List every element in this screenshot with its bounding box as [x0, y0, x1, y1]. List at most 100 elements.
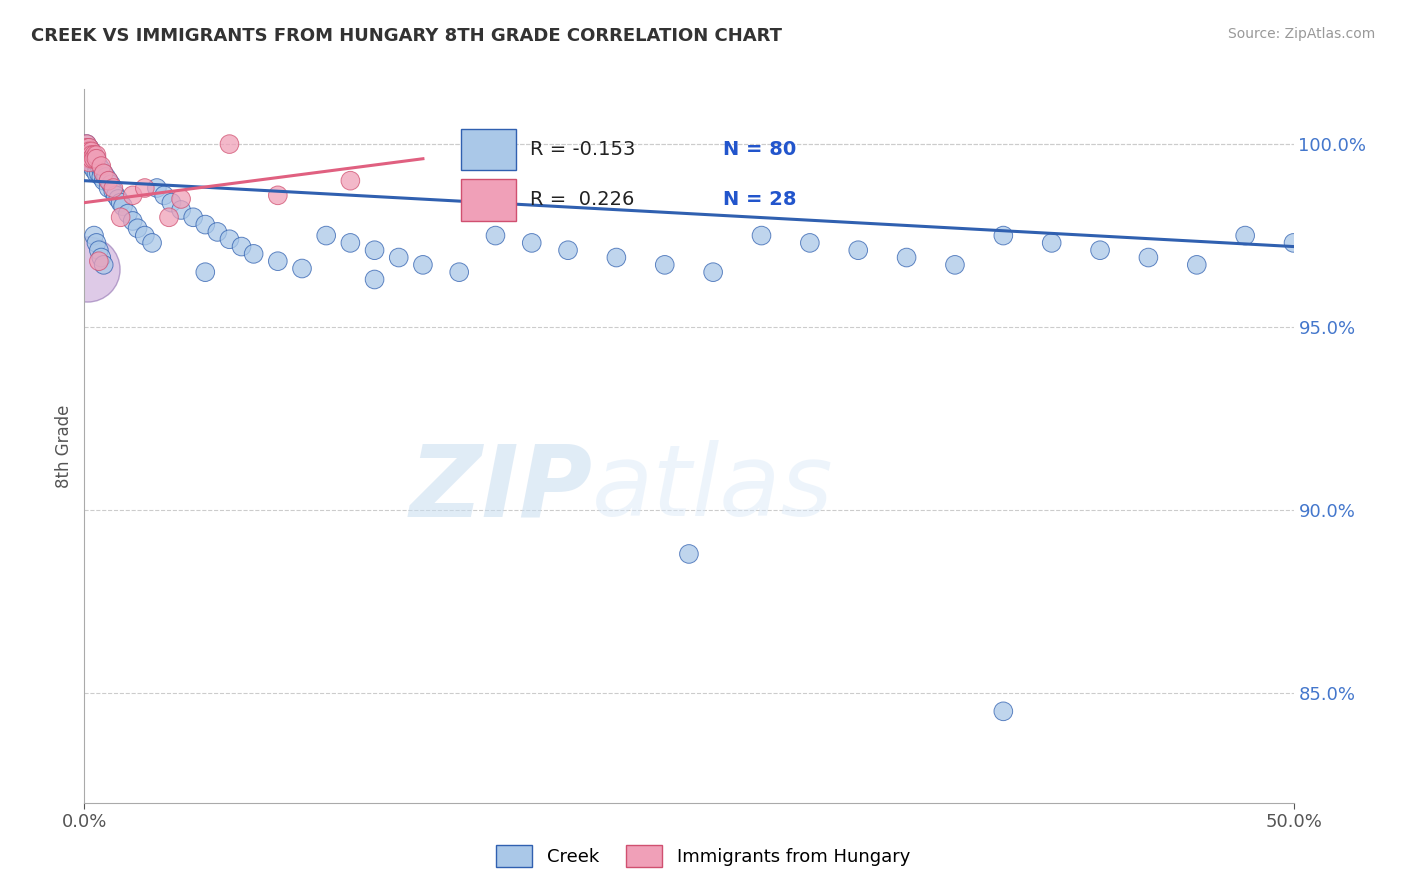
- Point: [363, 272, 385, 286]
- Point: [77, 141, 100, 155]
- Point: [77, 152, 100, 166]
- Point: [80, 145, 103, 159]
- Point: [76, 141, 98, 155]
- Point: [77, 145, 100, 159]
- Point: [93, 166, 115, 180]
- Point: [134, 228, 156, 243]
- Point: [83, 228, 105, 243]
- Point: [86, 159, 108, 173]
- Point: [77, 141, 100, 155]
- Point: [103, 181, 125, 195]
- Point: [1185, 258, 1208, 272]
- Point: [194, 218, 217, 232]
- Point: [76, 145, 98, 159]
- Point: [157, 211, 180, 225]
- Point: [846, 244, 869, 258]
- Point: [86, 152, 108, 166]
- Y-axis label: 8th Grade: 8th Grade: [55, 404, 73, 488]
- Point: [291, 261, 314, 276]
- Point: [107, 192, 129, 206]
- Point: [80, 148, 103, 162]
- Point: [339, 174, 361, 188]
- Point: [87, 166, 110, 180]
- Point: [77, 155, 100, 169]
- Point: [388, 251, 411, 265]
- Point: [103, 185, 125, 199]
- Text: Source: ZipAtlas.com: Source: ZipAtlas.com: [1227, 27, 1375, 41]
- Point: [1282, 235, 1305, 250]
- Point: [76, 137, 98, 152]
- Point: [194, 265, 217, 279]
- Point: [242, 247, 264, 261]
- Text: atlas: atlas: [592, 441, 834, 537]
- Point: [76, 145, 98, 159]
- Point: [117, 206, 139, 220]
- Point: [90, 251, 112, 265]
- Point: [121, 188, 143, 202]
- Legend: Creek, Immigrants from Hungary: Creek, Immigrants from Hungary: [489, 838, 917, 874]
- Point: [363, 244, 385, 258]
- Point: [1040, 235, 1063, 250]
- Point: [93, 174, 115, 188]
- Point: [799, 235, 821, 250]
- Point: [83, 162, 105, 177]
- Point: [751, 228, 773, 243]
- Point: [83, 148, 105, 162]
- Point: [76, 261, 98, 276]
- Point: [110, 211, 132, 225]
- Point: [86, 235, 108, 250]
- Point: [86, 166, 108, 180]
- Point: [80, 145, 103, 159]
- Point: [170, 192, 193, 206]
- Point: [315, 228, 337, 243]
- Point: [127, 221, 149, 235]
- Point: [87, 254, 110, 268]
- Point: [90, 159, 112, 173]
- Point: [87, 159, 110, 173]
- Point: [80, 152, 103, 166]
- Point: [702, 265, 724, 279]
- Point: [77, 155, 100, 169]
- Point: [77, 148, 100, 162]
- Point: [218, 137, 240, 152]
- Text: ZIP: ZIP: [409, 441, 592, 537]
- Point: [100, 178, 122, 192]
- Point: [943, 258, 966, 272]
- Point: [678, 547, 700, 561]
- Point: [1137, 251, 1160, 265]
- Point: [86, 152, 108, 166]
- Point: [94, 169, 117, 184]
- Point: [412, 258, 434, 272]
- Point: [97, 174, 120, 188]
- Point: [83, 152, 105, 166]
- Text: CREEK VS IMMIGRANTS FROM HUNGARY 8TH GRADE CORRELATION CHART: CREEK VS IMMIGRANTS FROM HUNGARY 8TH GRA…: [31, 27, 782, 45]
- Point: [181, 211, 204, 225]
- Point: [484, 228, 506, 243]
- Point: [231, 239, 253, 253]
- Point: [207, 225, 229, 239]
- Point: [97, 181, 120, 195]
- Point: [267, 254, 290, 268]
- Point: [121, 214, 143, 228]
- Point: [90, 162, 112, 177]
- Point: [557, 244, 579, 258]
- Point: [104, 188, 127, 202]
- Point: [218, 232, 240, 246]
- Point: [83, 148, 105, 162]
- Point: [110, 195, 132, 210]
- Point: [76, 137, 98, 152]
- Point: [605, 251, 627, 265]
- Point: [80, 159, 103, 173]
- Point: [1234, 228, 1257, 243]
- Point: [267, 188, 290, 202]
- Point: [153, 188, 176, 202]
- Point: [87, 244, 110, 258]
- Point: [520, 235, 543, 250]
- Point: [77, 148, 100, 162]
- Point: [141, 235, 163, 250]
- Point: [93, 166, 115, 180]
- Point: [80, 148, 103, 162]
- Point: [146, 181, 169, 195]
- Point: [112, 199, 135, 213]
- Point: [170, 202, 193, 217]
